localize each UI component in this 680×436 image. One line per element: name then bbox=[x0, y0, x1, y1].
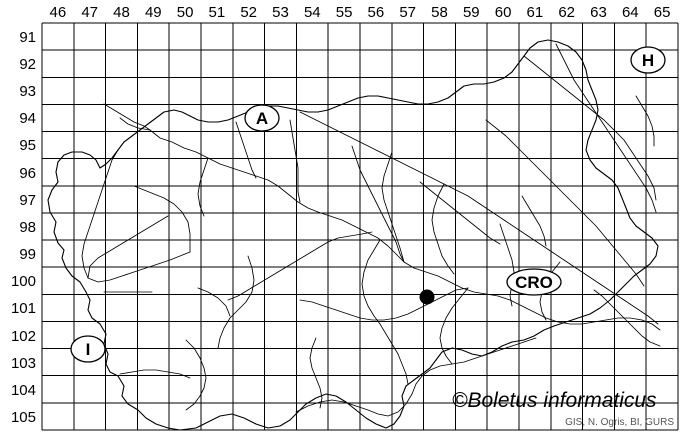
x-axis-tick: 64 bbox=[622, 4, 639, 21]
x-axis-tick: 56 bbox=[368, 4, 385, 21]
river-savinja bbox=[351, 145, 405, 263]
country-marker-cro: CRO bbox=[506, 268, 562, 296]
stream-tributary-m bbox=[521, 195, 547, 247]
country-marker-label: A bbox=[256, 109, 268, 128]
y-axis-tick: 102 bbox=[11, 328, 36, 345]
x-axis-tick: 50 bbox=[177, 4, 194, 21]
copyright-text: ©Boletus informaticus bbox=[452, 389, 657, 412]
river-krka bbox=[299, 287, 469, 321]
river-ljubljanica bbox=[227, 231, 373, 301]
stream-tributary-h bbox=[217, 255, 255, 349]
credits: ©Boletus informaticus GIS, N. Ogris, BI,… bbox=[452, 389, 674, 428]
country-marker-label: I bbox=[86, 340, 91, 359]
x-axis-tick: 61 bbox=[527, 4, 544, 21]
x-axis-tick: 62 bbox=[558, 4, 575, 21]
river-drava bbox=[299, 111, 659, 325]
y-axis-tick: 94 bbox=[19, 110, 36, 127]
x-axis-tick: 48 bbox=[113, 4, 130, 21]
y-axis-tick: 98 bbox=[19, 219, 36, 236]
river-sava-dolinka bbox=[103, 103, 151, 131]
y-axis-tick: 100 bbox=[11, 273, 36, 290]
y-axis-tick: 96 bbox=[19, 165, 36, 182]
country-marker-h: H bbox=[630, 46, 666, 74]
x-axis-tick: 51 bbox=[209, 4, 226, 21]
river-paka bbox=[381, 151, 405, 263]
x-axis-tick: 49 bbox=[145, 4, 162, 21]
y-axis-tick: 99 bbox=[19, 246, 36, 263]
country-marker-label: CRO bbox=[515, 273, 553, 292]
x-axis-tick: 60 bbox=[495, 4, 512, 21]
river-reka bbox=[185, 339, 207, 411]
river-pesnica bbox=[485, 119, 645, 287]
country-marker-i: I bbox=[70, 335, 106, 363]
stream-kamniska-bistrica bbox=[289, 119, 301, 203]
stream-tributary-b bbox=[197, 157, 209, 217]
river-network bbox=[81, 43, 661, 417]
river-idrijca bbox=[87, 215, 169, 279]
river-sava-bohinjka bbox=[119, 117, 151, 131]
y-axis-tick: 92 bbox=[19, 56, 36, 73]
river-dravinja bbox=[419, 181, 501, 245]
river-soca bbox=[81, 149, 119, 279]
country-marker-a: A bbox=[244, 104, 280, 132]
river-kolpa bbox=[295, 337, 537, 417]
stream-tributary-d bbox=[361, 239, 409, 385]
river-vipava bbox=[87, 251, 191, 283]
y-axis-tick: 95 bbox=[19, 137, 36, 154]
x-axis-tick: 59 bbox=[463, 4, 480, 21]
x-axis-tick: 65 bbox=[654, 4, 671, 21]
x-axis-tick: 55 bbox=[336, 4, 353, 21]
data-source-credit: GIS, N. Ogris, BI, GURS bbox=[565, 417, 674, 428]
x-axis-tick: 58 bbox=[431, 4, 448, 21]
marker-ellipse bbox=[506, 268, 562, 296]
river-mura bbox=[523, 55, 657, 201]
x-axis-labels: 46 47 48 49 50 51 52 53 54 55 56 57 58 5… bbox=[50, 4, 671, 21]
y-axis-tick: 104 bbox=[11, 382, 36, 399]
y-axis-tick: 97 bbox=[19, 192, 36, 209]
y-axis-tick: 101 bbox=[11, 300, 36, 317]
river-ledava bbox=[555, 43, 657, 213]
marker-ellipse bbox=[630, 46, 666, 74]
river-sava bbox=[149, 129, 661, 331]
x-axis-tick: 57 bbox=[399, 4, 416, 21]
stream-tributary-i bbox=[309, 337, 323, 409]
stream-tributary-g bbox=[133, 185, 191, 253]
y-axis-tick: 91 bbox=[19, 29, 36, 46]
stream-tributary-a bbox=[235, 121, 257, 179]
river-sotla bbox=[499, 223, 515, 307]
river-rizana bbox=[119, 369, 191, 379]
x-axis-tick: 53 bbox=[272, 4, 289, 21]
coordinate-grid bbox=[41, 22, 679, 431]
slovenia-border bbox=[47, 39, 659, 431]
country-marker-label: H bbox=[642, 51, 654, 70]
x-axis-tick: 54 bbox=[304, 4, 321, 21]
marker-ellipse bbox=[244, 104, 280, 132]
y-axis-tick: 93 bbox=[19, 83, 36, 100]
stream-tributary-n bbox=[635, 95, 655, 147]
y-axis-tick: 103 bbox=[11, 355, 36, 372]
x-axis-tick: 46 bbox=[50, 4, 67, 21]
stream-tributary-c bbox=[431, 183, 455, 275]
stream-tributary-l bbox=[197, 287, 231, 317]
country-code-markers: A H CRO I bbox=[70, 46, 666, 363]
marker-ellipse bbox=[70, 335, 106, 363]
x-axis-tick: 52 bbox=[240, 4, 257, 21]
y-axis-labels: 91 92 93 94 95 96 97 98 99 100 101 102 1… bbox=[11, 29, 36, 426]
x-axis-tick: 63 bbox=[590, 4, 607, 21]
record-points bbox=[419, 289, 435, 305]
occurrence-record-dot[interactable] bbox=[419, 289, 435, 305]
country-border bbox=[47, 39, 659, 431]
stream-tributary-e bbox=[439, 287, 469, 365]
stream-tributary-j bbox=[593, 289, 661, 347]
y-axis-tick: 105 bbox=[11, 409, 36, 426]
x-axis-tick: 47 bbox=[81, 4, 98, 21]
